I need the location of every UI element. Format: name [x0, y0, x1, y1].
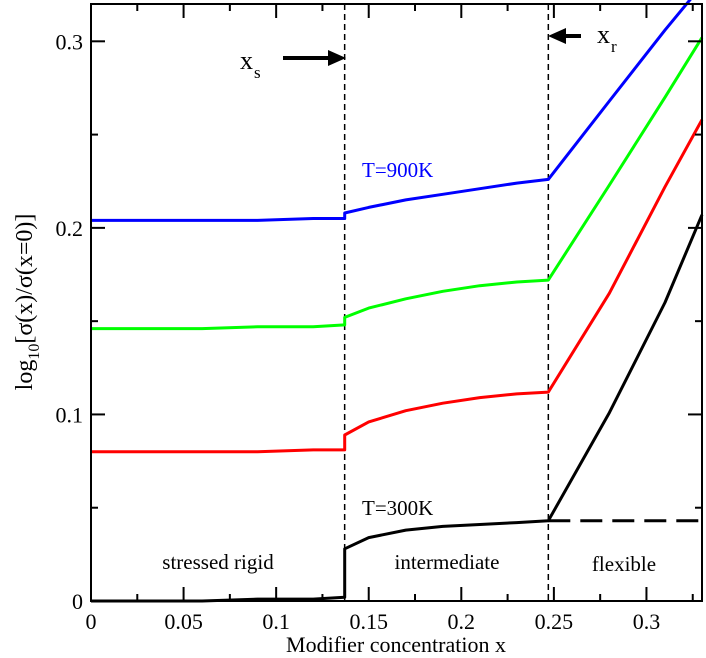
x-tick-label: 0.3: [633, 609, 661, 634]
x-tick-label: 0.2: [448, 609, 476, 634]
x-tick-label: 0.1: [262, 609, 290, 634]
region-label-stressed-rigid: stressed rigid: [162, 550, 274, 574]
xr-label: xr: [597, 20, 617, 56]
series-line-red: [91, 118, 704, 454]
plot-frame: [90, 3, 703, 602]
y-tick-label: 0: [72, 589, 83, 614]
region-label-intermediate: intermediate: [395, 550, 500, 574]
x-tick-label: 0.15: [349, 609, 388, 634]
region-label-flexible: flexible: [592, 552, 656, 576]
x-tick-label: 0.05: [164, 609, 203, 634]
series-line-t-900k: [91, 0, 692, 222]
y-tick-label: 0.1: [56, 402, 84, 427]
x-tick-label: 0: [86, 609, 97, 634]
x-tick-label: 0.25: [535, 609, 574, 634]
y-tick-label: 0.3: [56, 29, 84, 54]
y-axis-label: log10[σ(x)/σ(x=0)]: [12, 214, 43, 391]
xs-label: xs: [240, 46, 261, 82]
series-line-green: [91, 36, 704, 331]
xr-arrow: [548, 28, 581, 44]
x-tick-labels: 0 0.05 0.1 0.15 0.2 0.25 0.3: [86, 609, 661, 634]
series-label-900k: T=900K: [362, 158, 433, 182]
series-label-300k: T=300K: [362, 496, 433, 520]
ticks-layer: [90, 4, 702, 602]
y-tick-label: 0.2: [56, 216, 84, 241]
y-tick-labels: 0 0.1 0.2 0.3: [56, 29, 84, 614]
x-axis-label: Modifier concentration x: [286, 632, 506, 657]
xs-arrow: [283, 50, 346, 66]
